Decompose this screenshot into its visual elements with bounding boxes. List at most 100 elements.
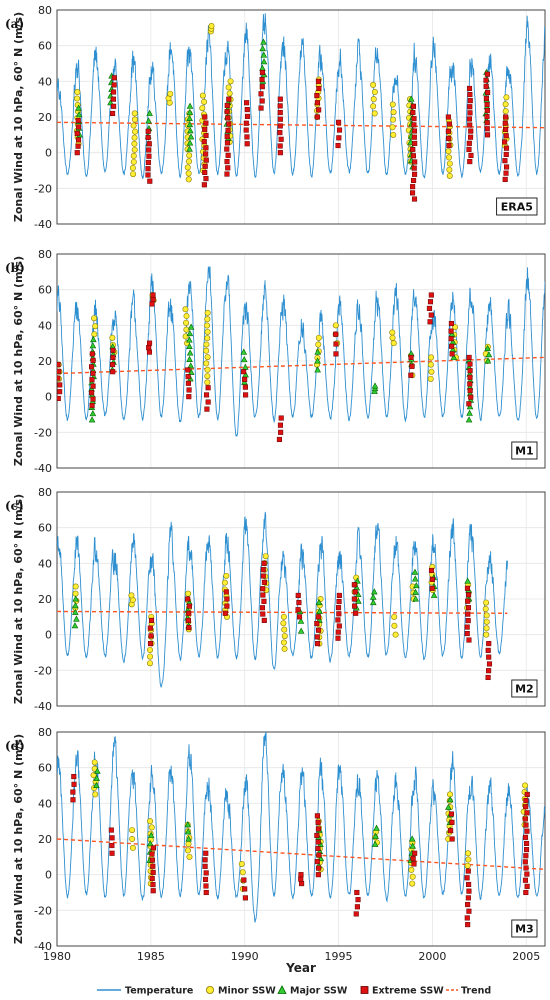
extreme-ssw-marker: [524, 883, 530, 889]
panel-label: (d): [5, 739, 25, 753]
minor-ssw-marker: [199, 105, 206, 112]
minor-ssw-marker: [389, 329, 396, 336]
major-ssw-marker: [184, 821, 192, 828]
extreme-ssw-marker: [89, 377, 95, 383]
extreme-ssw-marker: [185, 380, 191, 386]
major-ssw-marker: [411, 568, 419, 575]
extreme-ssw-marker: [466, 140, 472, 146]
extreme-ssw-marker: [522, 877, 528, 883]
legend-item-minor-ssw: Minor SSW: [205, 986, 276, 997]
extreme-ssw-marker: [466, 116, 472, 122]
extreme-ssw-marker: [351, 582, 357, 588]
major-ssw-marker: [186, 145, 193, 152]
minor-ssw-marker: [446, 791, 453, 798]
major-ssw-marker: [372, 832, 379, 839]
event-markers: [70, 759, 530, 928]
extreme-ssw-marker: [333, 331, 339, 337]
major-ssw-marker: [412, 588, 419, 595]
minor-ssw-marker: [91, 759, 98, 766]
wind-series-line: [57, 511, 508, 688]
event-markers: [57, 292, 493, 443]
minor-ssw-marker: [482, 605, 489, 612]
extreme-ssw-marker: [522, 816, 528, 822]
panel-label: (a): [5, 17, 24, 31]
extreme-ssw-marker: [260, 567, 266, 573]
major-ssw-marker: [409, 842, 416, 849]
minor-ssw-marker: [483, 612, 490, 619]
major-ssw-marker: [89, 342, 97, 349]
extreme-ssw-marker: [504, 164, 510, 170]
extreme-ssw-marker: [224, 102, 230, 108]
extreme-ssw-marker: [523, 865, 529, 871]
extreme-ssw-marker: [224, 603, 230, 609]
major-ssw-marker: [187, 323, 195, 330]
minor-ssw-marker: [445, 154, 452, 161]
extreme-ssw-marker: [466, 888, 472, 894]
extreme-ssw-marker: [260, 611, 266, 617]
minor-ssw-marker: [332, 322, 339, 329]
extreme-ssw-marker: [203, 850, 209, 856]
extreme-ssw-marker: [502, 158, 508, 164]
extreme-ssw-marker: [449, 351, 455, 357]
plot-frame: [56, 253, 546, 469]
trend-line: [56, 838, 546, 871]
minor-ssw-marker: [502, 108, 509, 115]
extreme-ssw-marker: [90, 357, 96, 363]
minor-ssw-marker: [239, 869, 246, 876]
extreme-ssw-marker: [90, 383, 96, 389]
extreme-ssw-marker: [244, 141, 250, 147]
extreme-ssw-marker: [260, 573, 266, 579]
extreme-ssw-marker: [411, 196, 418, 202]
major-ssw-marker: [88, 416, 96, 423]
extreme-ssw-marker: [57, 382, 63, 388]
extreme-ssw-marker: [296, 600, 302, 606]
extreme-ssw-marker: [336, 623, 342, 629]
extreme-ssw-marker: [485, 674, 491, 681]
extreme-ssw-marker: [465, 895, 471, 901]
model-label: M1: [515, 445, 534, 458]
major-ssw-marker: [187, 362, 195, 369]
extreme-ssw-marker: [502, 120, 508, 126]
minor-ssw-marker: [465, 850, 472, 857]
major-ssw-marker: [147, 831, 155, 838]
y-tick-label: 0: [45, 629, 52, 642]
minor-ssw-marker: [186, 152, 193, 159]
extreme-ssw-marker: [224, 134, 230, 140]
extreme-ssw-marker: [336, 598, 342, 605]
extreme-ssw-marker: [145, 166, 151, 172]
minor-ssw-marker: [390, 340, 397, 347]
extreme-ssw-marker: [74, 130, 80, 136]
extreme-ssw-marker: [186, 603, 192, 609]
major-ssw-marker: [297, 617, 305, 624]
minor-ssw-marker: [184, 847, 191, 854]
extreme-ssw-marker: [149, 857, 155, 863]
extreme-ssw-marker: [298, 872, 304, 878]
major-ssw-marker: [186, 336, 193, 343]
minor-ssw-marker: [131, 146, 138, 153]
extreme-ssw-marker: [467, 92, 473, 98]
x-tick-label: 2005: [512, 950, 540, 963]
wind-series-line: [57, 13, 545, 180]
extreme-ssw-marker: [71, 774, 77, 780]
legend-item-trend: Trend: [446, 986, 491, 997]
major-ssw-marker: [260, 38, 267, 45]
extreme-ssw-marker: [202, 863, 208, 869]
y-tick-label: 0: [45, 147, 52, 160]
extreme-ssw-marker: [523, 853, 529, 859]
extreme-ssw-marker: [277, 143, 283, 149]
extreme-ssw-marker: [57, 368, 62, 374]
extreme-ssw-marker: [90, 396, 96, 402]
minor-ssw-marker: [409, 873, 416, 880]
extreme-ssw-marker: [523, 804, 529, 810]
extreme-ssw-marker: [57, 375, 61, 381]
extreme-ssw-marker: [314, 832, 320, 838]
minor-ssw-marker: [199, 92, 206, 99]
extreme-ssw-marker: [149, 851, 155, 857]
extreme-ssw-marker: [335, 617, 341, 623]
extreme-ssw-marker: [336, 592, 342, 598]
major-ssw-marker: [71, 622, 79, 629]
minor-ssw-marker: [370, 103, 377, 110]
trend-line: [56, 121, 546, 129]
minor-ssw-marker: [203, 341, 210, 348]
extreme-ssw-marker: [241, 877, 247, 883]
